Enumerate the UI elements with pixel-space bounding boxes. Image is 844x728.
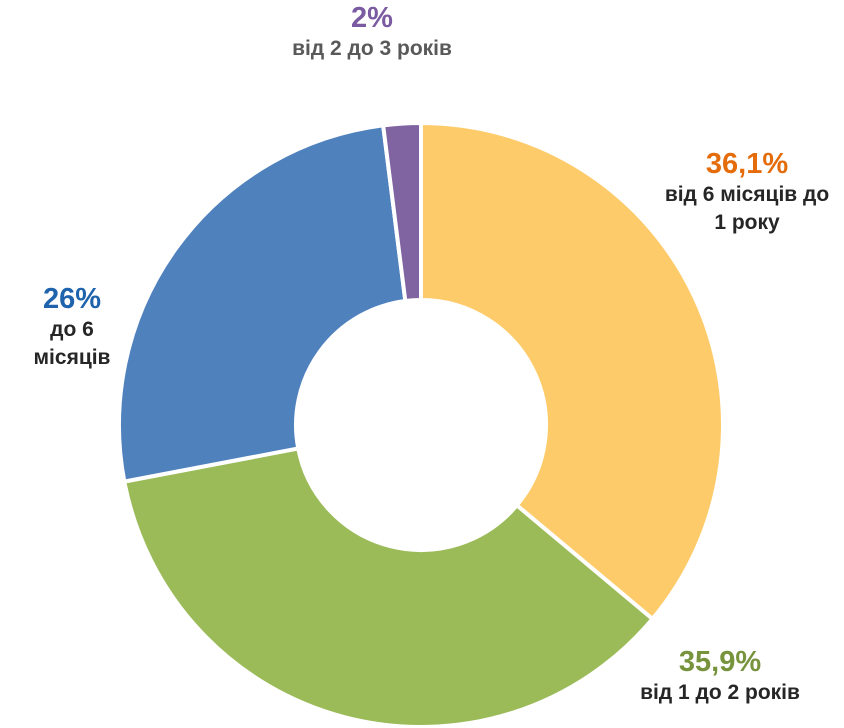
slice-label: 35,9% від 1 до 2 років: [595, 646, 844, 707]
value-label: 36,1%: [705, 148, 789, 180]
value-label: 26%: [42, 283, 102, 315]
slice-label: 36,1% від 6 місяців до 1 року: [662, 148, 832, 236]
category-label: до 6 місяців: [33, 318, 111, 369]
value-label: 2%: [351, 2, 393, 34]
donut-slice: [122, 446, 656, 728]
slice-label: 26% до 6 місяців: [12, 283, 132, 371]
donut-slice: [419, 120, 725, 622]
slice-label: 2% від 2 до 3 років: [282, 2, 462, 63]
category-label: від 2 до 3 років: [292, 37, 452, 61]
category-label: від 6 місяців до 1 року: [664, 183, 830, 234]
category-label: від 1 до 2 років: [640, 681, 800, 705]
value-label: 35,9%: [678, 646, 762, 678]
donut-slice: [380, 120, 423, 304]
donut-slice: [117, 123, 408, 484]
